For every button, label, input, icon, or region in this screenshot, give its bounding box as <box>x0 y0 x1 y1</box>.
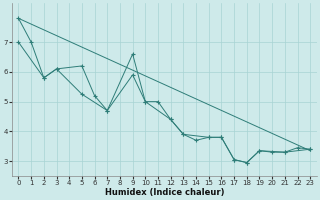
X-axis label: Humidex (Indice chaleur): Humidex (Indice chaleur) <box>105 188 224 197</box>
